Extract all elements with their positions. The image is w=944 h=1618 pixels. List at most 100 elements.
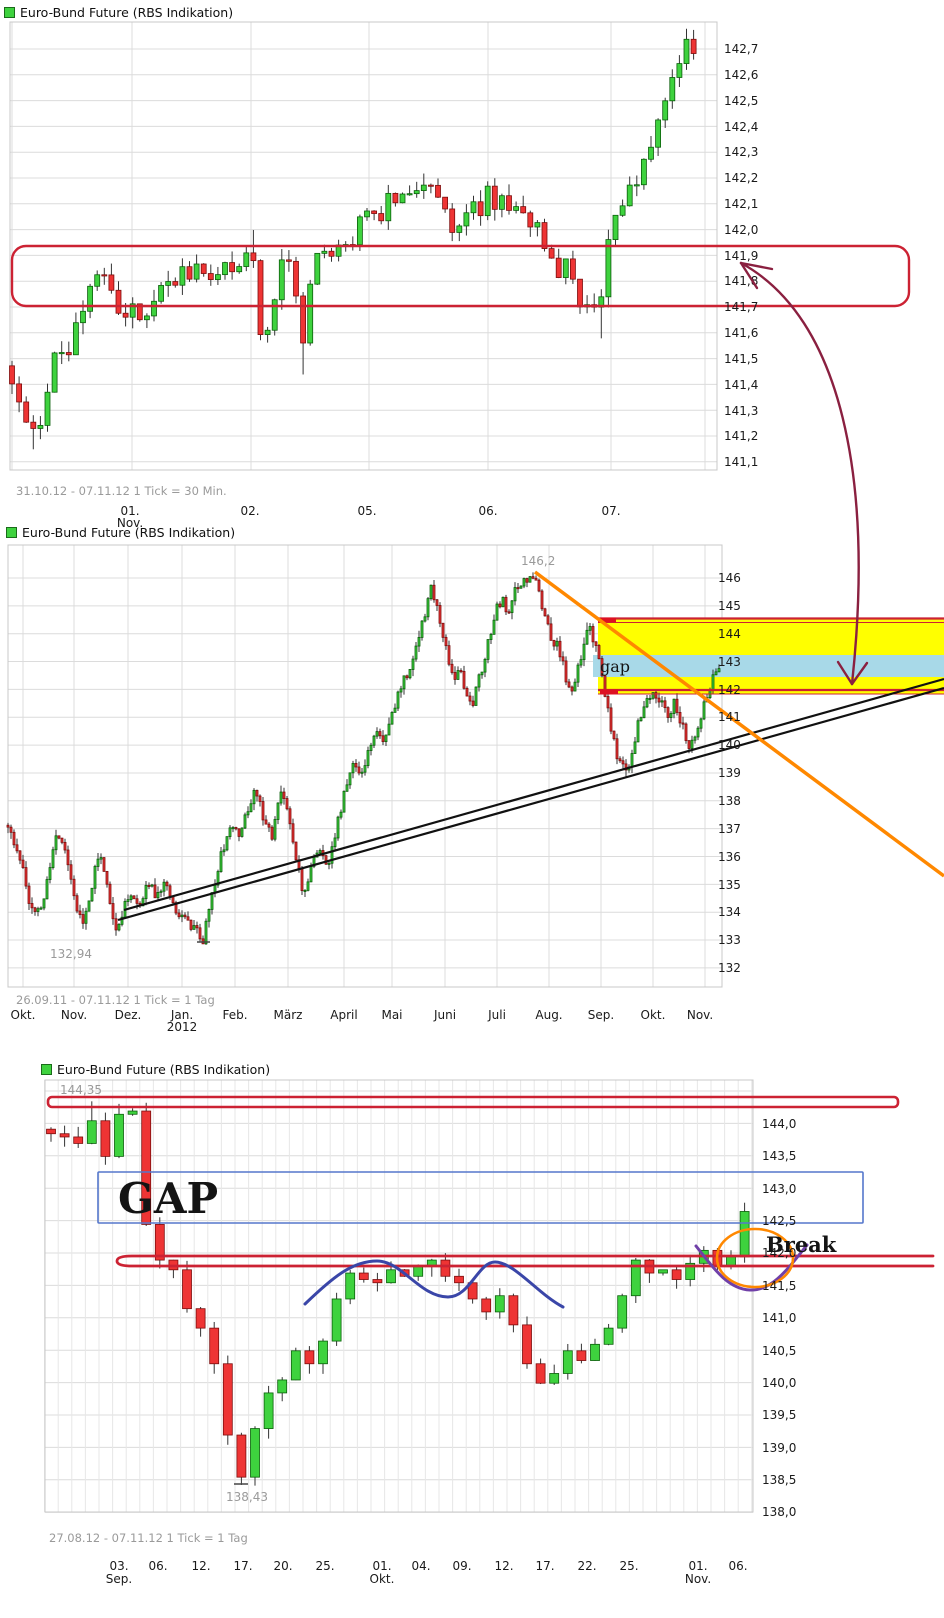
y-axis-label: 144,0 — [762, 1117, 796, 1131]
candle-down — [57, 835, 61, 839]
candle-up — [384, 734, 388, 743]
candle-down — [459, 670, 463, 673]
candle-down — [73, 1136, 84, 1144]
candle-up — [495, 603, 499, 621]
candle-down — [200, 263, 207, 274]
candle-down — [115, 289, 122, 314]
y-axis-label: 142,7 — [724, 42, 758, 56]
candle-up — [309, 865, 313, 883]
candle-down — [357, 766, 361, 774]
candle-down — [23, 401, 30, 423]
candle-down — [72, 878, 76, 897]
candle-down — [537, 579, 541, 592]
candle-up — [396, 691, 400, 709]
candle-down — [657, 697, 661, 703]
candle-up — [402, 675, 406, 690]
candle-down — [222, 1363, 233, 1436]
candle-down — [154, 1224, 165, 1261]
candle-up — [240, 827, 244, 837]
candle-down — [465, 687, 469, 697]
x-axis-label: 03. — [109, 1559, 128, 1573]
chart2-header: Euro-Bund Future (RBS Indikation) — [6, 525, 235, 540]
ascending-trendline-2 — [123, 677, 944, 912]
candle-down — [606, 696, 610, 709]
high-value-label: 144,35 — [60, 1083, 102, 1097]
x-axis-label: 05. — [357, 504, 376, 518]
low-value-label: 138,43 — [226, 1490, 268, 1504]
candle-up — [54, 835, 58, 851]
candle-up — [273, 819, 277, 840]
candle-down — [229, 262, 236, 273]
candle-up — [207, 908, 211, 922]
x-axis-label: Feb. — [222, 1008, 247, 1022]
x-axis-label: 12. — [191, 1559, 210, 1573]
candle-down — [101, 274, 108, 277]
x-axis-label: 12. — [494, 1559, 513, 1573]
candle-down — [543, 608, 547, 617]
candle-down — [447, 645, 451, 665]
candle-down — [27, 885, 31, 904]
candle-down — [684, 723, 688, 742]
candle-down — [594, 641, 598, 646]
candle-down — [525, 578, 529, 583]
x-axis-label: Jan. — [170, 1008, 193, 1022]
candle-down — [477, 201, 484, 217]
candle-up — [390, 712, 394, 725]
gap-annotation-text: GAP — [118, 1174, 218, 1223]
candle-up — [456, 670, 460, 680]
candle-down — [108, 274, 115, 291]
candle-down — [354, 763, 358, 768]
candle-down — [690, 38, 697, 54]
candle-up — [126, 899, 130, 902]
candle-down — [60, 837, 64, 843]
y-axis-label: 139 — [718, 766, 741, 780]
candle-down — [498, 603, 502, 608]
y-axis-label: 144 — [718, 627, 741, 641]
candle-up — [619, 205, 626, 216]
support-channel — [115, 1254, 935, 1268]
y-axis-label: 142,1 — [724, 197, 758, 211]
candle-up — [484, 185, 491, 217]
candle-down — [207, 273, 214, 280]
candle-up — [93, 866, 97, 889]
candle-up — [228, 827, 232, 838]
candle-up — [348, 772, 352, 786]
candle-up — [693, 736, 697, 741]
candle-up — [369, 744, 373, 751]
gap-label: gap — [600, 657, 630, 676]
candle-down — [440, 1259, 451, 1277]
resistance-band-box — [46, 1095, 900, 1109]
candle-down — [687, 740, 691, 749]
candle-up — [278, 259, 285, 301]
candle-down — [549, 623, 553, 641]
y-axis-label: 142,5 — [724, 94, 758, 108]
y-axis-label: 138,0 — [762, 1505, 796, 1519]
candle-down — [24, 867, 28, 887]
high-value-label: 146,2 — [521, 554, 555, 568]
candle-down — [621, 760, 625, 765]
candle-up — [363, 765, 367, 773]
candle-up — [179, 266, 186, 286]
x-axis-label: März — [274, 1008, 303, 1022]
candle-down — [507, 611, 511, 614]
y-axis-label: 136 — [718, 850, 741, 864]
candle-up — [342, 790, 346, 813]
range-label: 27.08.12 - 07.11.12 1 Tick = 1 Tag — [49, 1531, 248, 1545]
y-axis-label: 141,9 — [724, 249, 758, 263]
candle-down — [618, 758, 622, 762]
candle-down — [600, 658, 604, 677]
candle-up — [555, 640, 559, 647]
candle-up — [739, 1211, 750, 1258]
y-axis-label: 141 — [718, 710, 741, 724]
candle-down — [471, 700, 475, 706]
candle-down — [234, 827, 238, 830]
y-axis-label: 134 — [718, 905, 741, 919]
x-axis-label: 01. — [372, 1559, 391, 1573]
candle-down — [534, 577, 538, 581]
candle-up — [645, 698, 649, 708]
y-axis-label: 138,5 — [762, 1473, 796, 1487]
candle-down — [108, 883, 112, 904]
y-axis-label: 142 — [718, 683, 741, 697]
ascending-trendline-1 — [117, 686, 944, 922]
candle-up — [94, 274, 101, 287]
